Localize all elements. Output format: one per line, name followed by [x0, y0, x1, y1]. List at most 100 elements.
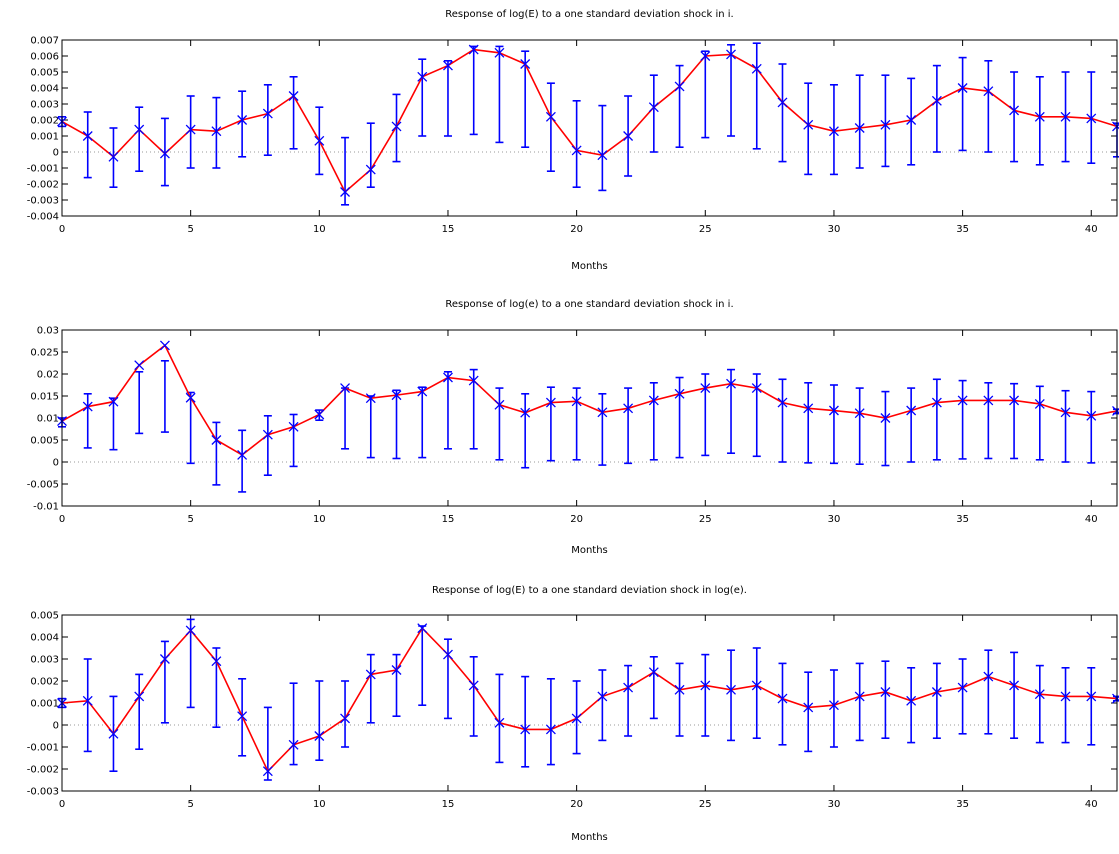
- x-tick-label: 20: [570, 224, 583, 235]
- error-bar: [727, 370, 735, 454]
- y-tick-label: -0.001: [27, 164, 59, 175]
- plot-frame: [62, 330, 1117, 506]
- data-point: [160, 341, 169, 350]
- error-bar: [521, 394, 529, 468]
- error-bar: [341, 388, 349, 449]
- y-tick-label: -0.001: [27, 743, 59, 754]
- error-bar: [778, 379, 786, 462]
- error-bar: [315, 681, 323, 760]
- x-tick-label: 30: [828, 224, 841, 235]
- error-bar: [701, 51, 709, 137]
- error-bar: [933, 66, 941, 152]
- error-bar: [290, 77, 298, 149]
- data-point: [135, 361, 144, 370]
- error-bar: [1062, 391, 1070, 462]
- error-bar: [109, 398, 117, 449]
- y-tick-label: 0.01: [37, 414, 59, 425]
- y-tick-label: 0: [53, 148, 59, 159]
- x-tick-label: 30: [828, 799, 841, 810]
- x-tick-label: 40: [1085, 224, 1098, 235]
- y-tick-label: 0.004: [30, 84, 59, 95]
- error-bar: [984, 650, 992, 734]
- error-bar: [84, 112, 92, 178]
- error-bar: [1010, 652, 1018, 738]
- y-tick-label: 0.007: [30, 36, 59, 47]
- chart-title: Response of log(E) to a one standard dev…: [432, 585, 747, 596]
- x-tick-label: 40: [1085, 799, 1098, 810]
- error-bar: [624, 388, 632, 463]
- error-bar: [1087, 392, 1095, 463]
- error-bar: [778, 663, 786, 744]
- error-bar: [804, 672, 812, 751]
- error-bar: [418, 59, 426, 136]
- error-bar: [856, 75, 864, 168]
- error-bar: [1010, 384, 1018, 459]
- series-line: [62, 50, 1117, 192]
- y-tick-label: 0.002: [30, 116, 59, 127]
- error-bar: [804, 83, 812, 174]
- error-bar: [212, 98, 220, 168]
- x-tick-label: 15: [442, 224, 455, 235]
- error-bar: [856, 663, 864, 740]
- x-tick-label: 35: [956, 514, 969, 525]
- x-tick-label: 10: [313, 224, 326, 235]
- y-tick-label: 0: [53, 721, 59, 732]
- error-bar: [418, 387, 426, 457]
- series-line: [62, 628, 1117, 771]
- error-bar: [881, 75, 889, 166]
- y-tick-label: -0.004: [27, 212, 59, 223]
- chart-panel-3: Response of log(E) to a one standard dev…: [27, 585, 1119, 843]
- error-bar: [238, 91, 246, 157]
- error-bar: [290, 683, 298, 764]
- y-tick-label: 0.004: [30, 633, 59, 644]
- x-tick-label: 0: [59, 224, 65, 235]
- x-tick-label: 25: [699, 514, 712, 525]
- chart-panel-2: Response of log(e) to a one standard dev…: [27, 299, 1119, 556]
- error-bar: [393, 655, 401, 717]
- error-bar: [161, 641, 169, 722]
- y-tick-label: -0.002: [27, 765, 59, 776]
- error-bar: [470, 657, 478, 736]
- error-bar: [881, 392, 889, 466]
- error-bar: [444, 372, 452, 449]
- x-tick-label: 40: [1085, 514, 1098, 525]
- error-bar: [135, 674, 143, 749]
- error-bar: [1036, 386, 1044, 459]
- error-bar: [1010, 72, 1018, 162]
- plot-frame: [62, 615, 1117, 791]
- error-bar: [495, 388, 503, 460]
- error-bar: [598, 106, 606, 191]
- error-bar: [650, 657, 658, 719]
- error-bar: [418, 626, 426, 705]
- error-bar: [135, 107, 143, 171]
- error-bar: [701, 655, 709, 736]
- y-tick-label: 0.006: [30, 52, 59, 63]
- error-bar: [367, 655, 375, 723]
- series-line: [62, 345, 1117, 455]
- error-bar: [367, 396, 375, 458]
- error-bar: [212, 648, 220, 727]
- error-bar: [547, 83, 555, 171]
- y-tick-label: 0.003: [30, 100, 59, 111]
- error-bar: [1087, 668, 1095, 745]
- y-tick-label: -0.003: [27, 787, 59, 798]
- error-bar: [959, 659, 967, 734]
- y-tick-label: 0.03: [37, 326, 59, 337]
- y-tick-label: -0.003: [27, 196, 59, 207]
- error-bar: [907, 668, 915, 743]
- error-bar: [393, 94, 401, 161]
- y-tick-label: -0.005: [27, 480, 59, 491]
- x-axis-label: Months: [571, 261, 608, 272]
- error-bar: [650, 75, 658, 152]
- error-bar: [547, 387, 555, 460]
- error-bar: [264, 416, 272, 475]
- y-tick-label: 0.025: [30, 348, 59, 359]
- error-bar: [84, 394, 92, 448]
- x-tick-label: 5: [187, 224, 193, 235]
- error-bar: [676, 66, 684, 148]
- error-bar: [393, 390, 401, 458]
- error-bar: [804, 383, 812, 463]
- x-tick-label: 20: [570, 514, 583, 525]
- x-tick-label: 5: [187, 799, 193, 810]
- error-bar: [701, 374, 709, 455]
